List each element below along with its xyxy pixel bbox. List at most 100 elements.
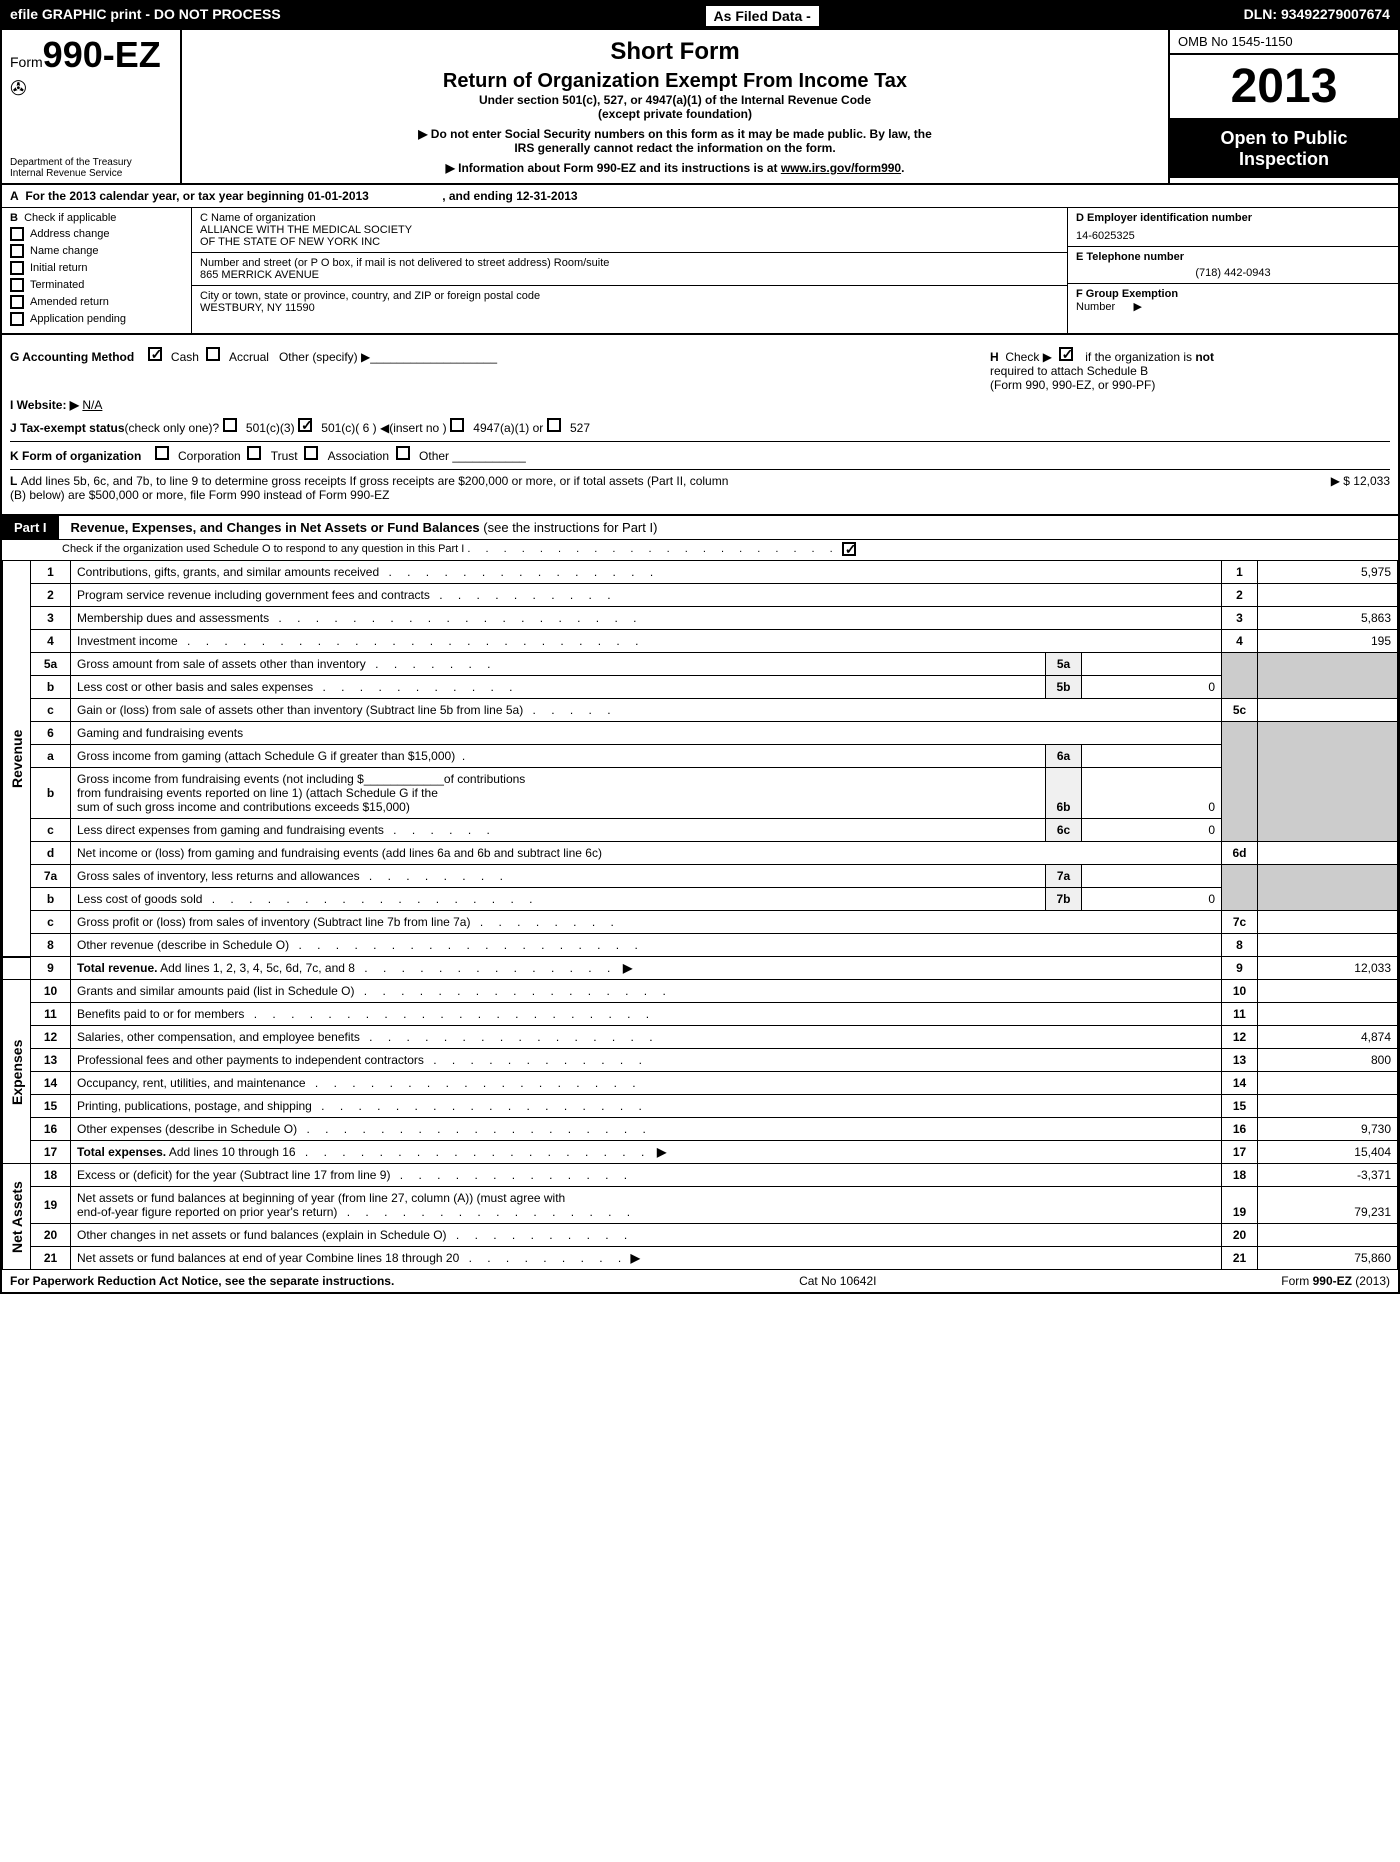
line-4: 4 Investment income . . . . . . . . . . … <box>3 630 1398 653</box>
checkbox-4947[interactable] <box>450 418 464 432</box>
form-number: 990-EZ <box>43 34 161 75</box>
expenses-side-label: Expenses <box>3 980 31 1164</box>
checkbox-amended[interactable] <box>10 295 24 309</box>
org-name-1: ALLIANCE WITH THE MEDICAL SOCIETY <box>200 224 1059 236</box>
checkbox-name-change[interactable] <box>10 244 24 258</box>
efile-label: efile GRAPHIC print - DO NOT PROCESS <box>10 6 281 26</box>
line-13-value: 800 <box>1258 1049 1398 1072</box>
header-right: OMB No 1545-1150 2013 Open to Public Ins… <box>1168 30 1398 183</box>
org-name-2: OF THE STATE OF NEW YORK INC <box>200 236 1059 248</box>
header-section: Form990-EZ ✇ Department of the Treasury … <box>2 30 1398 185</box>
line-3: 3 Membership dues and assessments . . . … <box>3 607 1398 630</box>
dln-label: DLN: 93492279007674 <box>1244 6 1390 26</box>
line-16: 16 Other expenses (describe in Schedule … <box>3 1118 1398 1141</box>
line-15: 15 Printing, publications, postage, and … <box>3 1095 1398 1118</box>
line-10: Expenses 10 Grants and similar amounts p… <box>3 980 1398 1003</box>
line-9: 9 Total revenue. Add lines 1, 2, 3, 4, 5… <box>3 957 1398 980</box>
section-b: B Check if applicable Address change Nam… <box>2 208 192 333</box>
checkbox-h[interactable] <box>1059 347 1073 361</box>
line-18: Net Assets 18 Excess or (deficit) for th… <box>3 1164 1398 1187</box>
line-19: 19 Net assets or fund balances at beginn… <box>3 1187 1398 1224</box>
tax-year: 2013 <box>1170 55 1398 120</box>
line-17-value: 15,404 <box>1258 1141 1398 1164</box>
omb-number: OMB No 1545-1150 <box>1170 30 1398 55</box>
checkbox-corp[interactable] <box>155 446 169 460</box>
line-7c: c Gross profit or (loss) from sales of i… <box>3 911 1398 934</box>
line-20: 20 Other changes in net assets or fund b… <box>3 1224 1398 1247</box>
form-page: efile GRAPHIC print - DO NOT PROCESS As … <box>0 0 1400 1294</box>
line-6c-value: 0 <box>1082 819 1222 842</box>
ssn-note-1: ▶ Do not enter Social Security numbers o… <box>190 127 1160 141</box>
ein-value: 14-6025325 <box>1076 230 1390 242</box>
line-21: 21 Net assets or fund balances at end of… <box>3 1247 1398 1270</box>
line-5b: b Less cost or other basis and sales exp… <box>3 676 1398 699</box>
line-1-value: 5,975 <box>1258 561 1398 584</box>
header-center: Short Form Return of Organization Exempt… <box>182 30 1168 183</box>
part-i-header: Part I Revenue, Expenses, and Changes in… <box>2 516 1398 540</box>
line-7b: b Less cost of goods sold . . . . . . . … <box>3 888 1398 911</box>
line-1: Revenue 1 Contributions, gifts, grants, … <box>3 561 1398 584</box>
under-section: Under section 501(c), 527, or 4947(a)(1)… <box>190 93 1160 107</box>
line-2-value <box>1258 584 1398 607</box>
line-17: 17 Total expenses. Add lines 10 through … <box>3 1141 1398 1164</box>
line-8: 8 Other revenue (describe in Schedule O)… <box>3 934 1398 957</box>
phone-value: (718) 442-0943 <box>1076 267 1390 279</box>
line-12: 12 Salaries, other compensation, and emp… <box>3 1026 1398 1049</box>
line-6d: d Net income or (loss) from gaming and f… <box>3 842 1398 865</box>
revenue-side-label: Revenue <box>3 561 31 957</box>
line-5a: 5a Gross amount from sale of assets othe… <box>3 653 1398 676</box>
website-value: N/A <box>82 398 102 412</box>
section-e-label: E Telephone number <box>1076 251 1184 263</box>
checkbox-trust[interactable] <box>247 446 261 460</box>
checkbox-schedule-o[interactable] <box>842 542 856 556</box>
line-7b-value: 0 <box>1082 888 1222 911</box>
line-6: 6 Gaming and fundraising events <box>3 722 1398 745</box>
line-16-value: 9,730 <box>1258 1118 1398 1141</box>
section-c: C Name of organization ALLIANCE WITH THE… <box>192 208 1068 333</box>
section-def: D Employer identification number 14-6025… <box>1068 208 1398 333</box>
checkbox-accrual[interactable] <box>206 347 220 361</box>
checkbox-other-org[interactable] <box>396 446 410 460</box>
checkbox-initial-return[interactable] <box>10 261 24 275</box>
irs-url[interactable]: www.irs.gov/form990 <box>781 161 901 175</box>
checkbox-527[interactable] <box>547 418 561 432</box>
form-prefix: Form <box>10 54 43 70</box>
checkbox-501c[interactable] <box>298 418 312 432</box>
line-21-value: 75,860 <box>1258 1247 1398 1270</box>
checkbox-terminated[interactable] <box>10 278 24 292</box>
line-11: 11 Benefits paid to or for members . . .… <box>3 1003 1398 1026</box>
short-form-title: Short Form <box>190 38 1160 66</box>
line-5c: c Gain or (loss) from sale of assets oth… <box>3 699 1398 722</box>
return-title: Return of Organization Exempt From Incom… <box>190 70 1160 93</box>
line-3-value: 5,863 <box>1258 607 1398 630</box>
line-12-value: 4,874 <box>1258 1026 1398 1049</box>
checkbox-501c3[interactable] <box>223 418 237 432</box>
dept-treasury: Department of the Treasury Internal Reve… <box>10 157 172 179</box>
checkbox-cash[interactable] <box>148 347 162 361</box>
line-9-value: 12,033 <box>1258 957 1398 980</box>
except-text: (except private foundation) <box>190 107 1160 121</box>
checkbox-application-pending[interactable] <box>10 312 24 326</box>
info-note: ▶ Information about Form 990-EZ and its … <box>190 161 1160 175</box>
as-filed-label: As Filed Data - <box>706 6 819 26</box>
section-d-label: D Employer identification number <box>1076 212 1252 224</box>
info-grid: B Check if applicable Address change Nam… <box>2 208 1398 335</box>
top-bar: efile GRAPHIC print - DO NOT PROCESS As … <box>2 2 1398 30</box>
main-table: Revenue 1 Contributions, gifts, grants, … <box>2 560 1398 1270</box>
line-6b-value: 0 <box>1082 768 1222 819</box>
section-f-label: F Group Exemption <box>1076 288 1178 300</box>
line-6b: b Gross income from fundraising events (… <box>3 768 1398 819</box>
line-13: 13 Professional fees and other payments … <box>3 1049 1398 1072</box>
checkbox-assoc[interactable] <box>304 446 318 460</box>
line-14: 14 Occupancy, rent, utilities, and maint… <box>3 1072 1398 1095</box>
line-19-value: 79,231 <box>1258 1187 1398 1224</box>
ssn-note-2: IRS generally cannot redact the informat… <box>190 141 1160 155</box>
part-i-title: Revenue, Expenses, and Changes in Net As… <box>59 516 1398 539</box>
footer-center: Cat No 10642I <box>799 1274 876 1288</box>
header-left: Form990-EZ ✇ Department of the Treasury … <box>2 30 182 183</box>
footer-left: For Paperwork Reduction Act Notice, see … <box>10 1274 394 1288</box>
gross-receipts-value: $ 12,033 <box>1343 474 1390 488</box>
line-6c: c Less direct expenses from gaming and f… <box>3 819 1398 842</box>
line-4-value: 195 <box>1258 630 1398 653</box>
checkbox-address-change[interactable] <box>10 227 24 241</box>
